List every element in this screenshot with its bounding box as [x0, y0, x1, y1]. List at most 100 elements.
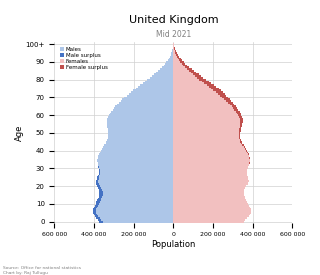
Bar: [178, 57, 180, 59]
Bar: [101, 219, 173, 221]
Bar: [238, 114, 241, 116]
Bar: [101, 199, 173, 201]
Bar: [148, 79, 173, 81]
Bar: [99, 191, 103, 192]
Bar: [173, 203, 248, 205]
Text: Mid 2021: Mid 2021: [156, 30, 191, 39]
Bar: [173, 47, 174, 49]
Bar: [173, 114, 238, 116]
Bar: [230, 104, 235, 105]
Bar: [231, 105, 236, 107]
Bar: [173, 194, 244, 196]
Bar: [173, 123, 240, 125]
Legend: Males, Male surplus, Females, Female surplus: Males, Male surplus, Females, Female sur…: [60, 47, 108, 70]
Bar: [107, 120, 173, 121]
Bar: [173, 86, 209, 88]
Bar: [97, 207, 173, 208]
Bar: [183, 65, 187, 66]
Bar: [172, 50, 173, 52]
Bar: [240, 118, 243, 120]
Bar: [119, 102, 173, 104]
Bar: [109, 114, 173, 116]
Bar: [123, 98, 173, 100]
X-axis label: Population: Population: [151, 240, 196, 249]
Bar: [154, 73, 173, 75]
Bar: [237, 112, 241, 114]
Bar: [98, 180, 173, 182]
Bar: [173, 91, 216, 93]
Bar: [98, 187, 101, 189]
Bar: [173, 189, 244, 191]
Bar: [173, 111, 236, 112]
Bar: [226, 100, 231, 102]
Bar: [103, 191, 173, 192]
Bar: [173, 59, 179, 61]
Bar: [95, 205, 98, 207]
Bar: [173, 205, 249, 207]
Bar: [173, 208, 251, 210]
Bar: [96, 210, 173, 212]
Bar: [173, 63, 182, 65]
Bar: [173, 56, 177, 57]
Bar: [173, 178, 248, 180]
Bar: [191, 72, 196, 73]
Bar: [173, 82, 204, 84]
Bar: [213, 89, 220, 91]
Title: United Kingdom: United Kingdom: [129, 15, 218, 25]
Bar: [99, 178, 173, 180]
Bar: [107, 125, 173, 127]
Bar: [96, 201, 100, 203]
Bar: [115, 105, 173, 107]
Bar: [173, 136, 239, 137]
Bar: [173, 176, 248, 178]
Bar: [173, 104, 230, 105]
Bar: [218, 93, 225, 95]
Bar: [129, 93, 173, 95]
Bar: [97, 159, 173, 160]
Bar: [173, 162, 249, 164]
Bar: [243, 144, 244, 146]
Bar: [108, 130, 173, 132]
Bar: [234, 109, 238, 111]
Bar: [173, 167, 248, 169]
Bar: [168, 59, 173, 61]
Bar: [173, 95, 220, 97]
Bar: [138, 86, 173, 88]
Bar: [173, 84, 206, 86]
Bar: [173, 50, 175, 52]
Bar: [113, 109, 173, 111]
Bar: [173, 54, 176, 56]
Bar: [107, 139, 173, 141]
Bar: [96, 203, 99, 205]
Bar: [95, 215, 98, 217]
Bar: [173, 52, 175, 54]
Bar: [173, 219, 245, 221]
Bar: [173, 191, 244, 192]
Bar: [94, 214, 97, 215]
Bar: [173, 75, 195, 77]
Bar: [99, 194, 103, 196]
Bar: [179, 59, 182, 61]
Bar: [173, 182, 248, 183]
Bar: [173, 143, 241, 144]
Bar: [96, 183, 99, 185]
Bar: [173, 65, 183, 66]
Bar: [173, 77, 197, 79]
Bar: [239, 128, 241, 130]
Bar: [240, 123, 243, 125]
Bar: [97, 178, 99, 180]
Bar: [108, 134, 173, 136]
Bar: [173, 187, 245, 189]
Bar: [99, 192, 103, 194]
Bar: [173, 173, 247, 175]
Bar: [102, 148, 173, 150]
Bar: [239, 130, 241, 132]
Bar: [173, 159, 250, 160]
Bar: [173, 116, 239, 118]
Bar: [100, 152, 173, 153]
Bar: [108, 128, 173, 130]
Bar: [174, 47, 175, 49]
Bar: [173, 150, 246, 152]
Bar: [246, 150, 247, 152]
Bar: [244, 146, 245, 148]
